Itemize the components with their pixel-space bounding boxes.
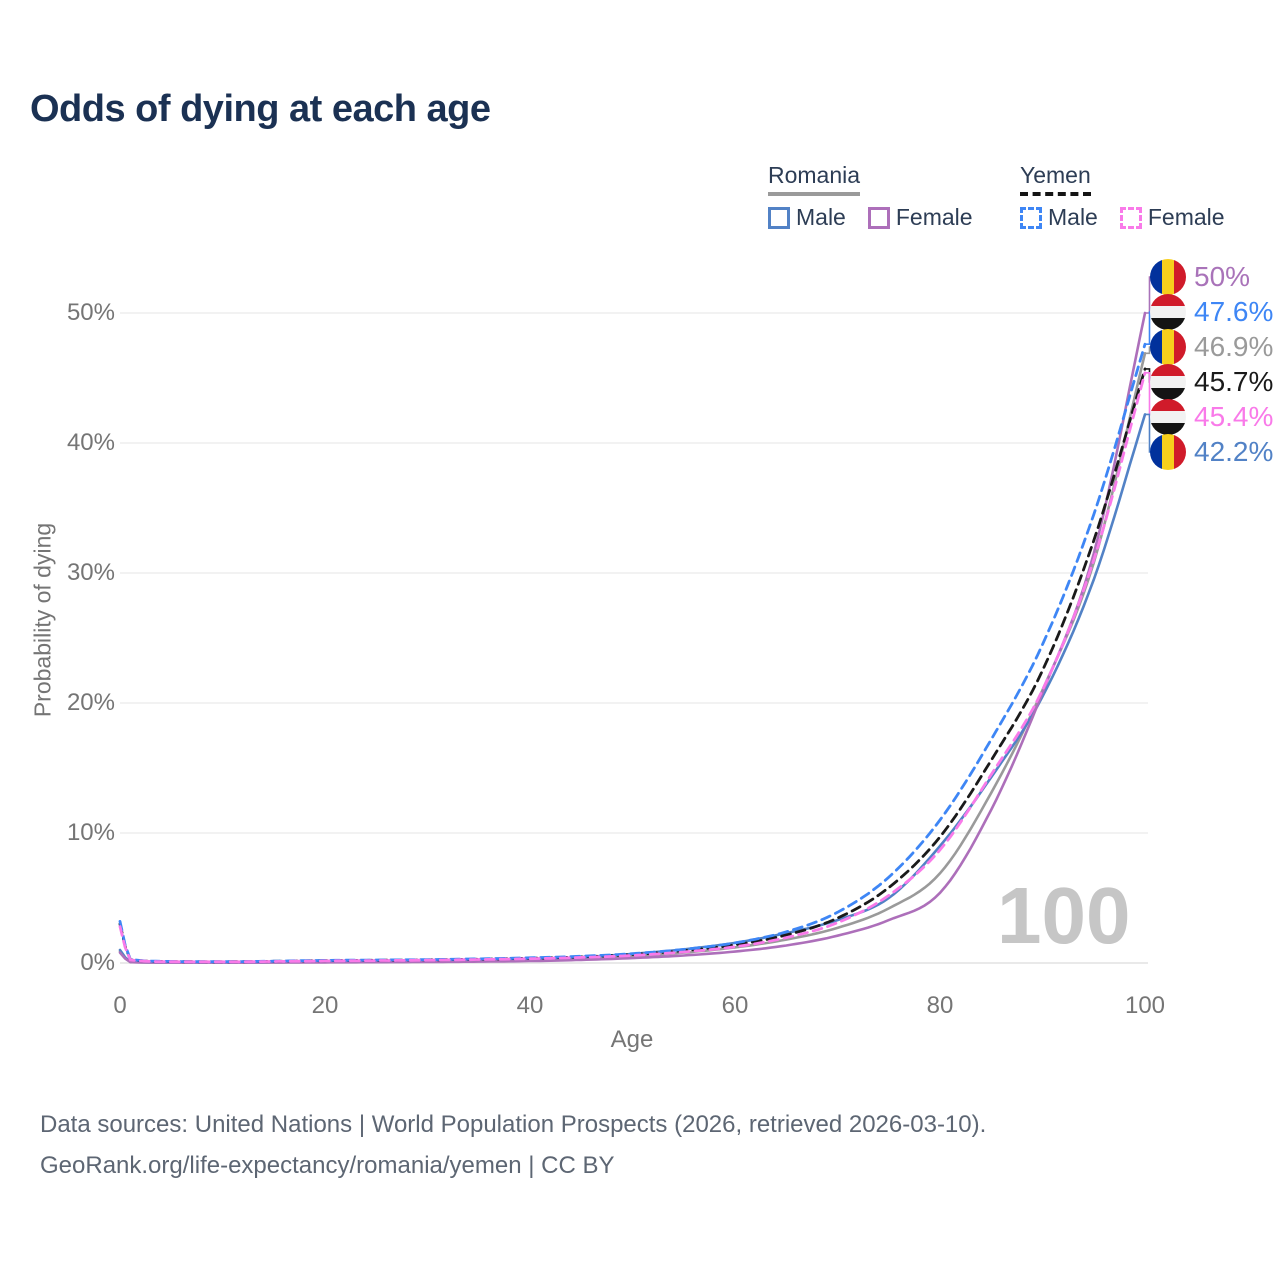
legend-item-yemen-male[interactable]: Male [1020,204,1098,231]
series-line-romania-male [118,413,1147,964]
footer-attribution: Data sources: United Nations | World Pop… [40,1104,986,1186]
legend-item-label: Male [1048,204,1098,230]
x-tick-label: 80 [926,992,954,1019]
footer-line-datasources: Data sources: United Nations | World Pop… [40,1111,987,1138]
x-tick-label: 0 [113,992,127,1019]
y-tick-label: 30% [66,559,115,586]
end-label-yemen-all: 45.7% [1150,364,1273,400]
legend-group-yemen: Yemen [1020,162,1091,196]
series-line-yemen-female [118,371,1147,964]
yemen-female-swatch-icon [1119,206,1142,229]
y-tick-label: 40% [66,429,115,456]
legend-item-romania-male[interactable]: Male [768,204,846,231]
legend-item-romania-female[interactable]: Female [867,204,973,231]
legend-group-title-yemen: Yemen [1020,162,1091,196]
y-tick-label: 20% [66,689,115,716]
x-tick-label: 60 [721,992,749,1019]
romania-flag-icon [1150,259,1186,295]
age-watermark: 100 [997,871,1131,960]
legend-items-romania: Male Female [768,204,973,231]
legend-item-yemen-female[interactable]: Female [1119,204,1225,231]
end-label-yemen-female: 45.4% [1150,399,1273,435]
x-tick-label: 20 [311,992,339,1019]
end-label-romania-female: 50% [1150,259,1250,295]
yemen-flag-icon [1150,364,1186,400]
legend-items-yemen: Male Female [1020,204,1225,231]
end-label-value: 47.6% [1194,296,1274,327]
end-label-value: 42.2% [1194,436,1274,467]
end-label-value: 45.7% [1194,366,1274,397]
romania-flag-icon [1150,329,1186,365]
end-label-value: 46.9% [1194,331,1274,362]
series-line-romania-female [118,311,1147,964]
end-label-romania-all: 46.9% [1150,329,1273,365]
y-tick-label: 50% [66,299,115,326]
yemen-flag-icon [1150,294,1186,330]
series-line-yemen-male [118,342,1147,964]
romania-female-swatch-icon [867,206,890,229]
end-label-yemen-male: 47.6% [1150,294,1273,330]
romania-flag-icon [1150,434,1186,470]
legend-group-romania: Romania [768,162,861,196]
end-label-romania-male: 42.2% [1150,434,1273,470]
yemen-male-swatch-icon [1020,206,1042,229]
y-tick-label: 0% [80,949,115,976]
series-line-romania-all [118,352,1147,964]
chart-title: Odds of dying at each age [30,88,491,130]
end-label-value: 45.4% [1194,401,1274,432]
romania-male-swatch-icon [768,206,790,229]
footer-line-url: GeoRank.org/life-expectancy/romania/yeme… [40,1152,615,1179]
legend-item-label: Female [1147,204,1225,230]
legend-group-title-romania: Romania [768,162,861,196]
legend-item-label: Male [796,204,846,230]
end-label-value: 50% [1194,261,1251,292]
x-tick-label: 100 [1124,992,1166,1019]
y-tick-label: 10% [66,819,115,846]
x-tick-label: 40 [516,992,544,1019]
legend-item-label: Female [895,204,973,230]
x-axis-title: Age [610,1026,654,1053]
series-line-yemen-all [118,367,1147,964]
yemen-flag-icon [1150,399,1186,435]
